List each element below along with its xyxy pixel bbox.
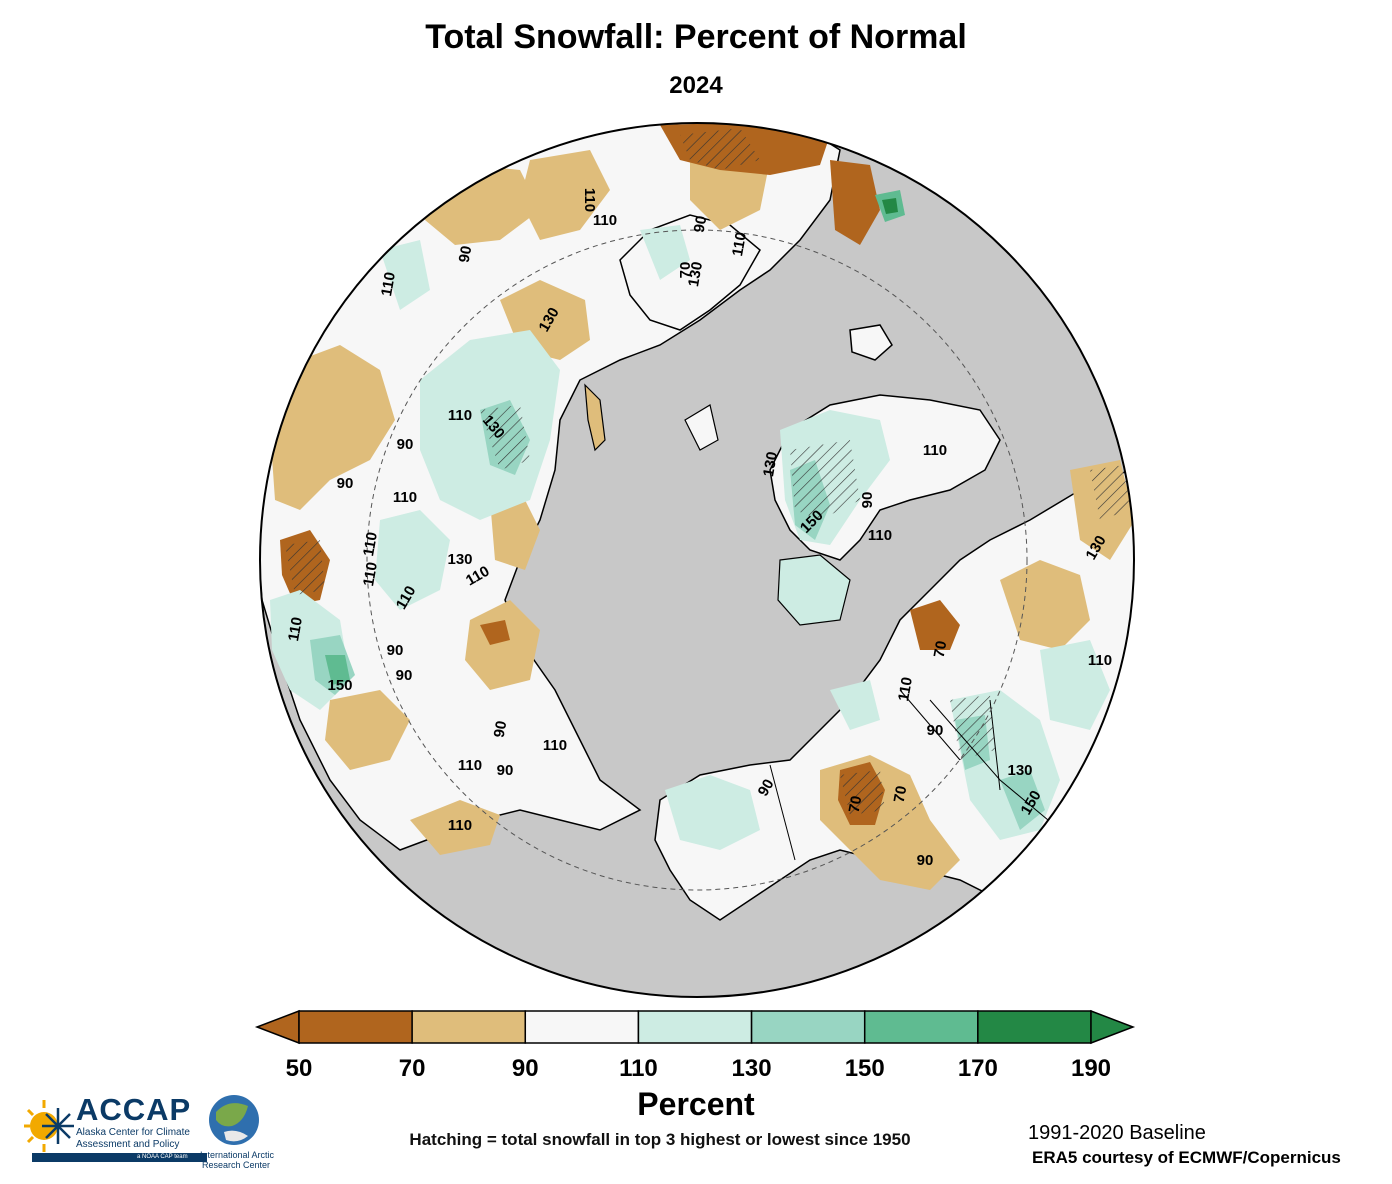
land-novaya-zemlya [584,383,606,452]
accap-subtitle-2: Assessment and Policy [76,1139,180,1150]
contour-label: 130 [447,551,472,568]
map-border [259,122,1135,998]
iarc-name-2: Research Center [202,1160,271,1170]
contour-label: 70 [677,262,694,279]
contour-label: 110 [393,489,417,506]
contour-label: 90 [396,667,413,684]
contour-label: 90 [755,776,778,799]
contour-label: 110 [581,188,598,212]
colorbar-box [863,1010,979,1044]
map-subtitle: 2024 [669,72,723,99]
map-title: Total Snowfall: Percent of Normal [425,18,967,56]
land-svalbard [684,404,719,451]
contour-label: 90 [859,492,876,509]
contour-label: 70 [846,795,866,814]
contour-label: 110 [868,527,892,544]
contour-label: 130 [760,450,781,478]
colorbar-box [411,1010,527,1044]
contour-label: 130 [1007,762,1032,779]
map-body [260,123,1134,997]
hatching [285,128,1130,815]
contour-label: 90 [497,762,514,779]
boundaries [769,689,1061,861]
deficit-70-90 [268,130,1134,890]
contour-label: 110 [923,442,947,459]
contour-label: 90 [917,852,934,869]
surplus-170-190 [882,198,898,214]
contour-label: 70 [891,785,911,804]
colorbar-box [637,1010,753,1044]
colorbar-box [524,1010,640,1044]
contour-label: 90 [491,720,511,739]
baseline-text: 1991-2020 Baseline [1028,1122,1206,1144]
colorbar-under-arrow [254,1009,300,1045]
colorbar-tick-label: 50 [286,1055,313,1082]
colorbar-tick-label: 110 [619,1055,658,1082]
accap-wordmark: ACCAP [76,1092,192,1127]
colorbar-tick-label: 90 [512,1055,539,1082]
contour-label: 90 [691,215,711,234]
contour-label: 110 [360,531,381,558]
accap-subtitle-1: Alaska Center for Climate [76,1127,190,1138]
graticule [366,229,1028,891]
colorbar-tick-label: 170 [958,1055,998,1082]
contour-label: 110 [729,231,750,258]
contour-label: 110 [360,561,381,588]
globe-icon [209,1095,259,1145]
iarc-logo: International Arctic Research Center [200,1092,280,1170]
contour-label: 110 [448,407,472,424]
colorbar-label: Percent [637,1086,755,1122]
contour-label: 110 [458,757,482,774]
contour-label: 90 [927,722,944,739]
iarc-name-1: International Arctic [200,1150,275,1160]
contour-label: 110 [593,212,617,229]
colorbar-box [298,1010,413,1044]
hatching-note: Hatching = total snowfall in top 3 highe… [409,1130,911,1149]
colorbar-tick-label: 130 [732,1055,772,1082]
land-arctic-archipelago [777,554,851,626]
contour-label: 90 [337,475,354,492]
contour-label: 90 [397,436,414,453]
colorbar-tick-label: 150 [845,1055,885,1082]
contour-label: 110 [285,616,306,643]
contour-label: 110 [895,676,916,703]
contour-label: 110 [543,737,567,754]
colorbar-tick-label: 190 [1071,1055,1111,1082]
contour-label: 110 [1088,652,1112,669]
colorbar-over-arrow [1090,1009,1136,1045]
contour-label: 150 [327,677,352,694]
accap-bar [32,1153,207,1162]
accap-logo: ACCAP Alaska Center for Climate Assessme… [22,1092,207,1164]
contour-label: 110 [448,817,472,834]
contour-label: 90 [387,642,404,659]
land-iceland [849,324,893,361]
colorbar-tick-label: 70 [399,1055,426,1082]
colorbar-box [750,1010,866,1044]
accap-tagline: a NOAA CAP team [137,1154,188,1160]
contour-label: 70 [931,640,951,659]
contour-label: 110 [378,271,399,298]
contour-label: 130 [685,260,706,288]
colorbar-box [977,1010,1092,1044]
contour-label: 90 [456,245,476,264]
data-credit: ERA5 courtesy of ECMWF/Copernicus [1032,1148,1341,1167]
sun-snowflake-icon [24,1100,74,1152]
surplus-150-170 [325,190,905,685]
